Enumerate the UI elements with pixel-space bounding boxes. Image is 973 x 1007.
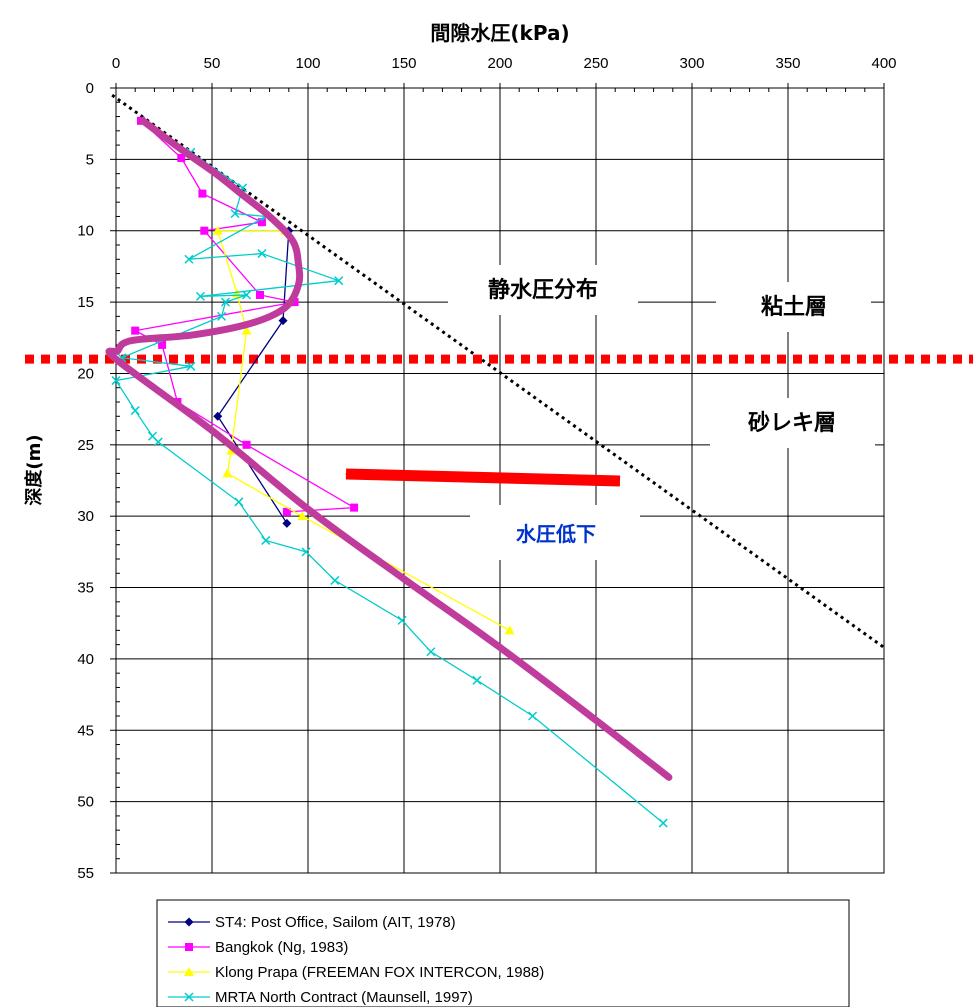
data-point [297,511,308,521]
data-point [200,226,209,235]
x-tick-label: 300 [679,55,704,72]
gravel-label-box [710,398,875,448]
trend-curve [105,117,673,781]
x-tick-label: 200 [487,55,512,72]
y-axis-label: 深度(m) [23,434,45,505]
data-point [330,575,340,585]
series-1 [213,226,294,528]
plot-frame [115,87,885,874]
data-point [257,249,267,259]
data-point [504,625,515,635]
y-tick-label: 10 [77,223,94,240]
data-point [131,326,140,335]
data-point [658,818,668,828]
clay-label-box [716,282,871,332]
gravel-layer-label: 砂レキ層 [748,410,836,436]
data-point [177,153,186,162]
data-point [185,943,193,951]
y-tick-label: 35 [77,580,94,597]
x-tick-label: 350 [775,55,800,72]
data-point [184,967,194,976]
data-point [111,376,121,386]
y-tick-label: 45 [77,722,94,739]
data-point [472,675,482,685]
legend-box [156,899,850,1007]
data-point [350,503,359,512]
data-point [257,218,266,227]
legend: ST4: Post Office, Sailom (AIT, 1978) Bang… [168,914,544,1006]
data-point [213,411,223,421]
series-4 [111,147,668,828]
data-point [158,340,167,349]
legend-item: ST4: Post Office, Sailom (AIT, 1978) [168,914,456,931]
data-point [130,406,140,416]
data-point [230,209,240,219]
data-point [184,917,194,927]
pressure-drop-arrow [345,468,621,487]
data-point [217,311,227,321]
legend-label: MRTA North Contract (Maunsell, 1997) [215,989,473,1006]
drop-label-box [470,505,640,560]
data-point [184,254,194,264]
y-tick-labels: 0 5 10 15 20 25 30 35 40 45 50 55 [77,80,94,882]
data-point [198,189,207,198]
x-tick-label: 50 [204,55,221,72]
data-point [301,547,311,557]
legend-item: MRTA North Contract (Maunsell, 1997) [168,989,473,1006]
data-point [334,276,344,286]
x-tick-label: 0 [112,55,120,72]
y-tick-label: 40 [77,651,94,668]
data-point [234,497,244,507]
x-tick-label: 400 [871,55,896,72]
data-point [186,361,196,371]
data-point [242,440,251,449]
data-point [397,615,407,625]
data-point [256,290,264,299]
data-point [184,992,194,1002]
hydrostatic-label-box [448,265,638,315]
pressure-drop-label: 水圧低下 [516,522,596,546]
series-line [216,230,290,524]
y-tick-label: 30 [77,508,94,525]
y-tick-label: 5 [86,151,94,168]
legend-label: ST4: Post Office, Sailom (AIT, 1978) [215,914,456,931]
x-tick-labels: 0 50 100 150 200 250 300 350 400 [112,55,897,72]
y-tick-label: 0 [86,80,94,97]
data-point [195,291,206,301]
legend-label: Bangkok (Ng, 1983) [215,939,348,956]
x-axis-label: 間隙水圧(kPa) [430,21,569,45]
data-point [242,290,252,300]
y-tick-label: 55 [77,865,94,882]
legend-item: Bangkok (Ng, 1983) [168,939,348,956]
data-point [278,316,288,326]
trend-curve-path [105,117,673,781]
x-tick-label: 250 [583,55,608,72]
data-point [153,437,163,447]
legend-item: Klong Prapa (FREEMAN FOX INTERCON, 1988) [168,964,544,981]
data-point [528,711,538,721]
x-tick-label: 150 [391,55,416,72]
data-point [282,507,291,516]
y-tick-label: 50 [77,794,94,811]
data-point [261,535,271,545]
y-tick-label: 15 [77,294,94,311]
data-point [426,647,436,657]
axes [110,83,885,874]
legend-label: Klong Prapa (FREEMAN FOX INTERCON, 1988) [215,964,544,981]
hydrostatic-label: 静水圧分布 [488,277,598,303]
clay-layer-label: 粘土層 [761,295,827,320]
data-point [212,225,223,235]
x-tick-label: 100 [295,55,320,72]
y-tick-label: 20 [77,365,94,382]
data-point [282,518,292,528]
data-point [222,468,233,478]
series-line [114,151,664,824]
data-point [241,325,252,335]
y-tick-label: 25 [77,437,94,454]
data-point [220,297,230,307]
